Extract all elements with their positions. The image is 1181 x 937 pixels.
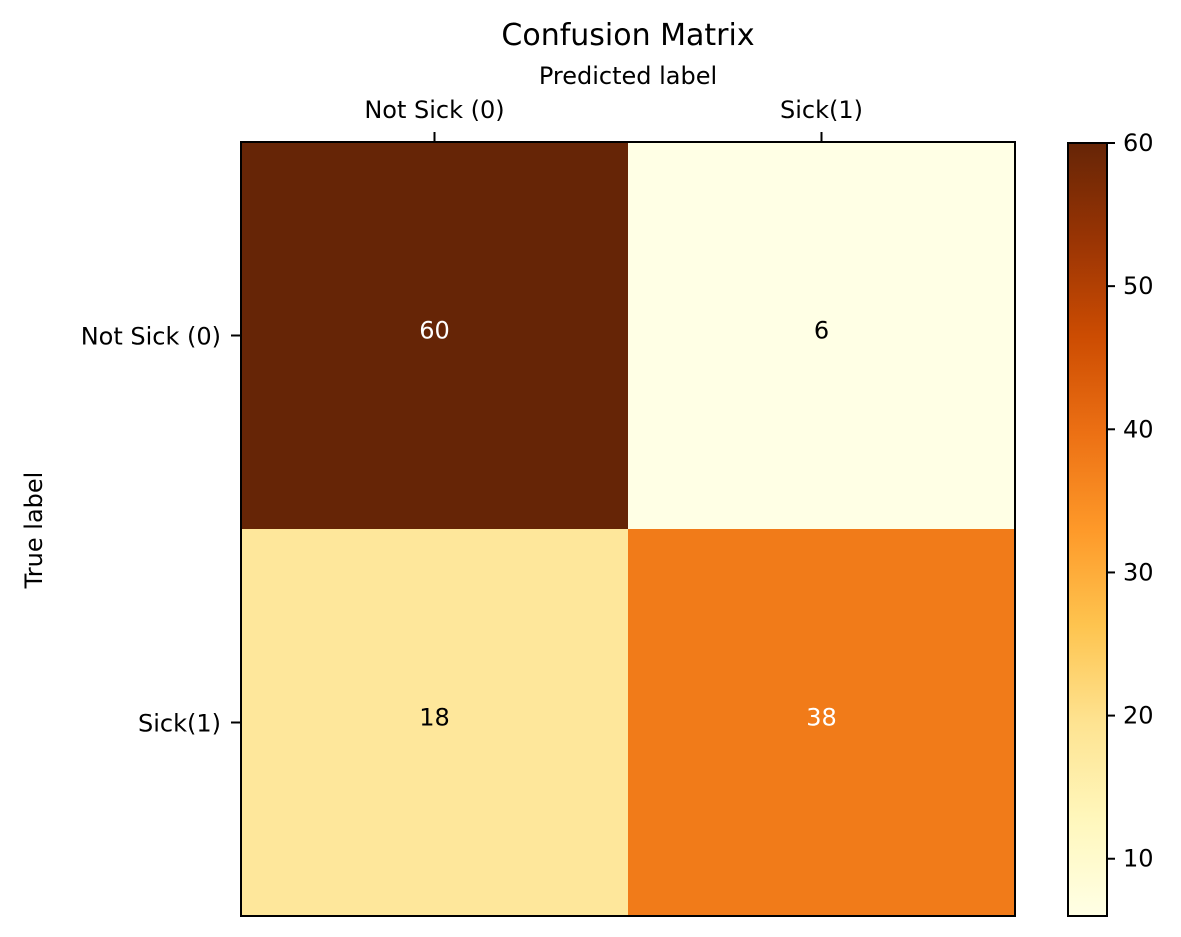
y-tick-label: Sick(1) <box>138 710 221 738</box>
cell-value-label: 60 <box>419 317 450 345</box>
cell-value-label: 6 <box>814 317 829 345</box>
x-axis-ticks: Not Sick (0) Sick(1) <box>364 96 863 142</box>
colorbar-tick-label: 40 <box>1123 415 1154 443</box>
heatmap-cell <box>241 142 629 530</box>
y-tick-label: Not Sick (0) <box>81 323 221 351</box>
colorbar-tick-label: 30 <box>1123 558 1154 586</box>
heatmap-cell-labels: 60 6 18 38 <box>419 317 837 732</box>
cell-value-label: 18 <box>419 704 450 732</box>
colorbar-ticks: 10 20 30 40 50 60 <box>1107 129 1154 873</box>
x-tick-label: Not Sick (0) <box>364 96 504 124</box>
y-axis-label: True label <box>20 472 48 590</box>
colorbar-tick-label: 50 <box>1123 272 1154 300</box>
heatmap-cells <box>241 142 1016 917</box>
colorbar-tick-label: 10 <box>1123 845 1154 873</box>
y-axis-ticks: Not Sick (0) Sick(1) <box>81 323 241 738</box>
heatmap-cell <box>241 529 629 917</box>
heatmap-cell <box>628 529 1016 917</box>
plot-frame <box>240 141 1016 917</box>
chart-title: Confusion Matrix <box>501 18 754 53</box>
colorbar <box>1067 142 1108 917</box>
x-axis-label: Predicted label <box>539 62 717 90</box>
x-tick-label: Sick(1) <box>780 96 863 124</box>
colorbar-tick-label: 60 <box>1123 129 1154 157</box>
colorbar-tick-label: 20 <box>1123 702 1154 730</box>
heatmap-cell <box>628 142 1016 530</box>
cell-value-label: 38 <box>806 704 837 732</box>
